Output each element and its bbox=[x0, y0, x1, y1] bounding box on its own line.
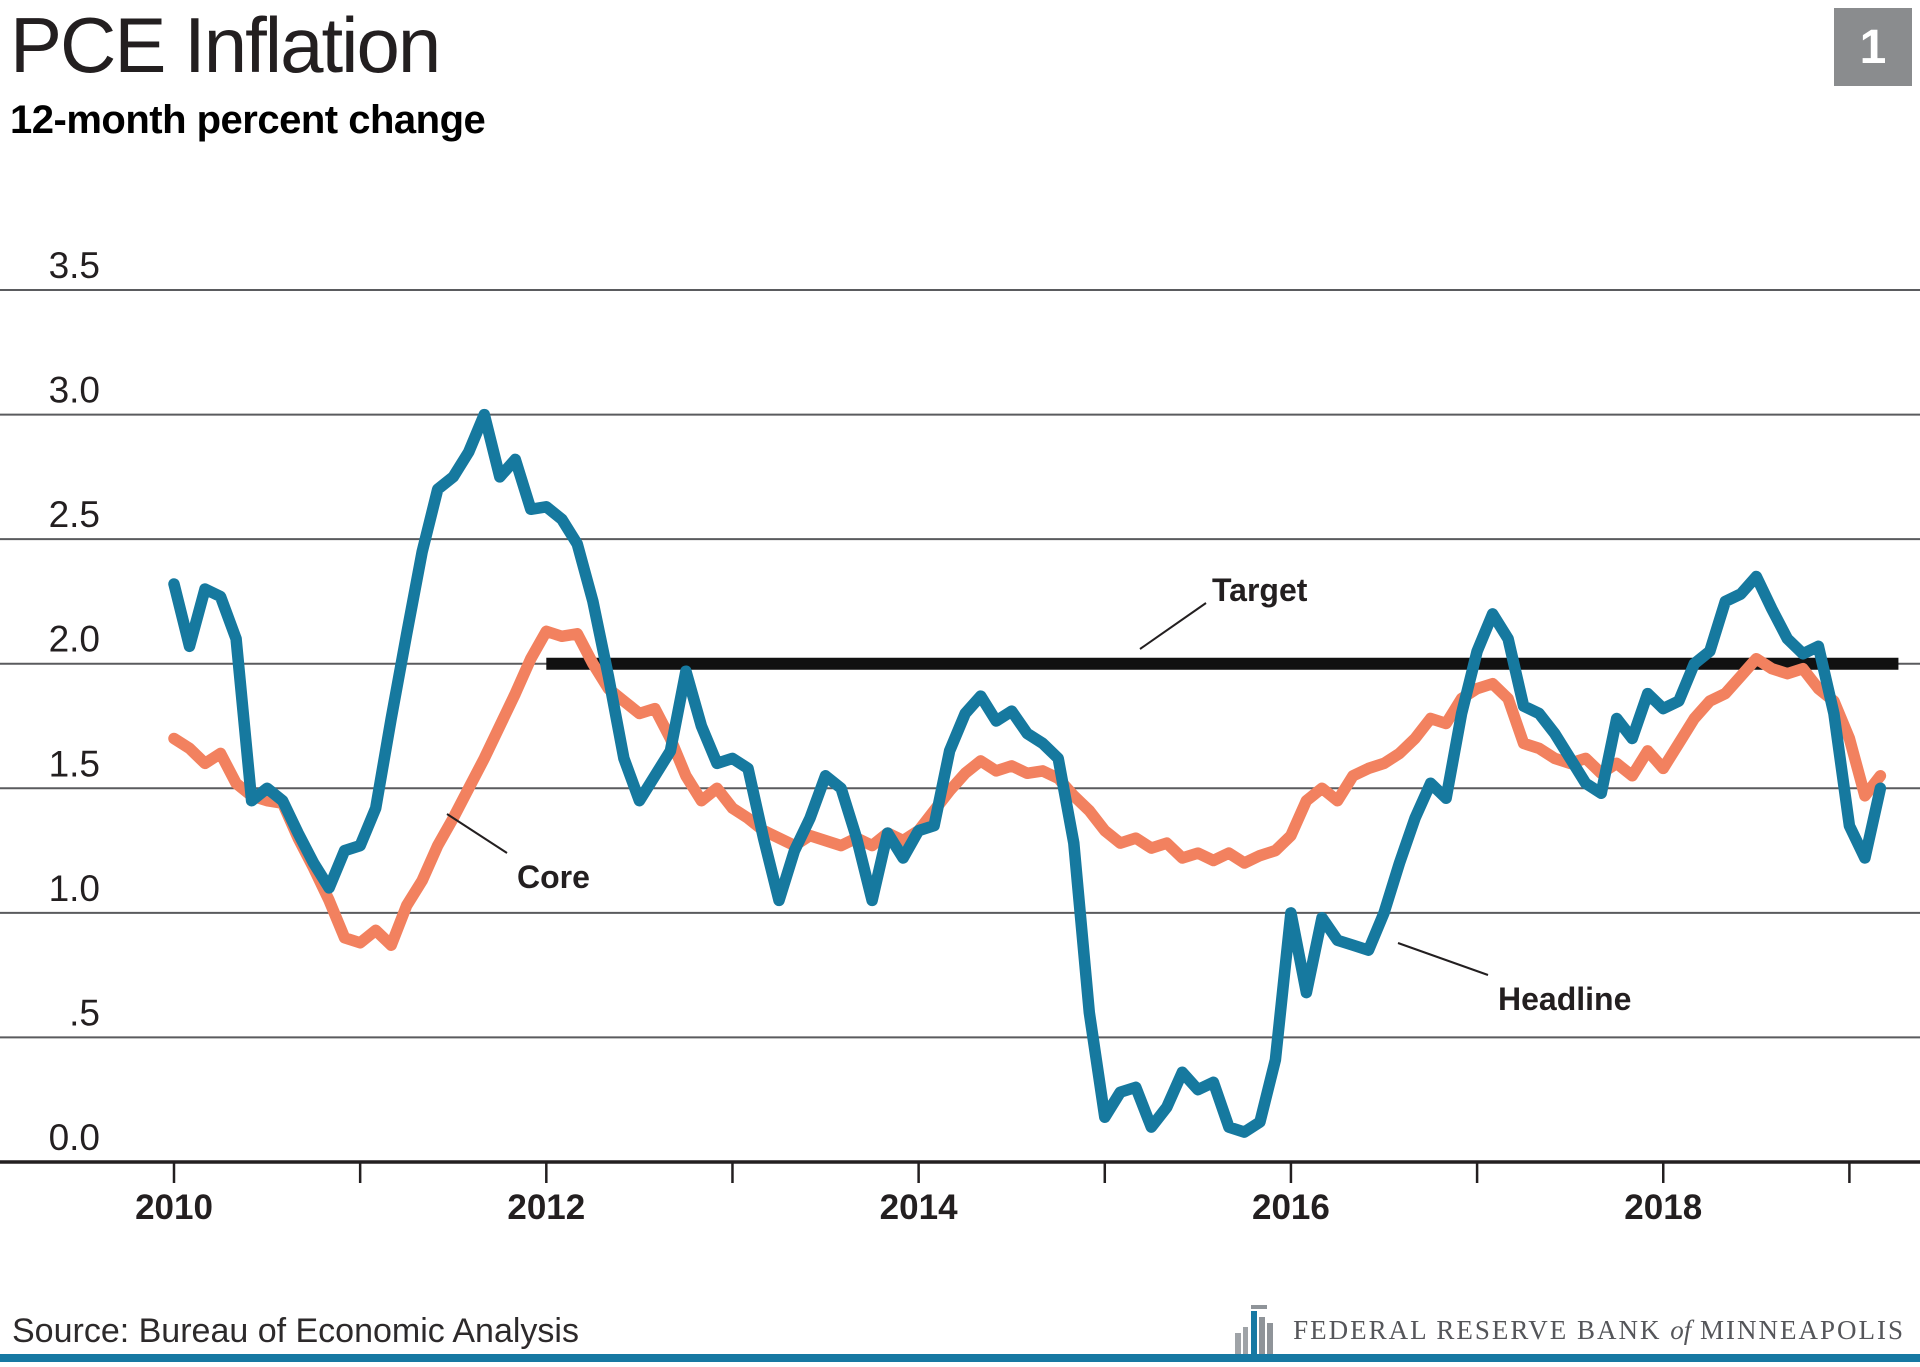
target-label: Target bbox=[1212, 572, 1308, 608]
fed-logo-city-text: MINNEAPOLIS bbox=[1699, 1314, 1905, 1345]
x-axis-label: 2018 bbox=[1624, 1188, 1702, 1227]
fed-building-icon bbox=[1233, 1305, 1279, 1355]
y-axis-label: 0.0 bbox=[49, 1117, 100, 1158]
x-axis-label: 2016 bbox=[1252, 1188, 1330, 1227]
headline-label: Headline bbox=[1498, 981, 1631, 1017]
target-callout-line bbox=[1139, 602, 1207, 650]
fed-logo-of-text: of bbox=[1670, 1314, 1692, 1345]
headline-callout-line bbox=[1397, 942, 1489, 976]
headline-line bbox=[168, 408, 1887, 1138]
core-label: Core bbox=[517, 859, 590, 895]
core-callout-line bbox=[446, 813, 508, 854]
y-axis-label: 1.0 bbox=[49, 868, 100, 909]
x-axis-label: 2012 bbox=[507, 1188, 585, 1227]
slide-number-badge: 1 bbox=[1834, 8, 1912, 86]
minneapolis-fed-logo: FEDERAL RESERVE BANK of MINNEAPOLIS bbox=[1233, 1305, 1905, 1355]
slide-number: 1 bbox=[1859, 20, 1887, 74]
y-axis-label: 2.5 bbox=[49, 494, 100, 535]
page-title: PCE Inflation bbox=[10, 1, 441, 89]
y-axis-label: .5 bbox=[69, 992, 100, 1033]
fed-logo-bank-text: FEDERAL RESERVE BANK bbox=[1293, 1314, 1662, 1345]
y-axis-label: 1.5 bbox=[49, 743, 100, 784]
core-line bbox=[168, 625, 1887, 951]
page-subtitle: 12-month percent change bbox=[10, 98, 486, 142]
bottom-accent-bar bbox=[0, 1354, 1920, 1362]
fed-logo-wordmark: FEDERAL RESERVE BANK of MINNEAPOLIS bbox=[1293, 1315, 1905, 1346]
x-axis-label: 2014 bbox=[880, 1188, 958, 1227]
y-axis-label: 3.0 bbox=[49, 370, 100, 411]
y-axis-label: 2.0 bbox=[49, 619, 100, 660]
x-axis-label: 2010 bbox=[135, 1188, 213, 1227]
source-note: Source: Bureau of Economic Analysis bbox=[12, 1312, 579, 1350]
y-axis-label: 3.5 bbox=[49, 245, 100, 286]
